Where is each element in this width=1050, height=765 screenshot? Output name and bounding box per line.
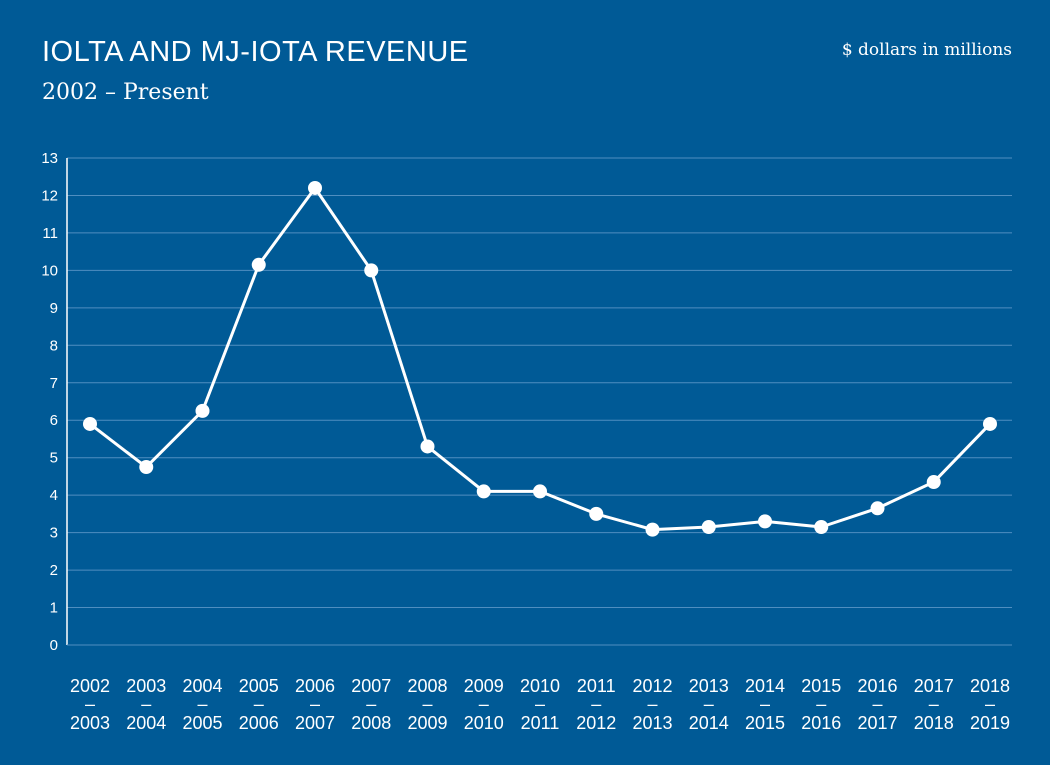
x-tick-label-end: 2005 (182, 713, 222, 733)
x-tick-label-start: 2006 (295, 676, 335, 696)
y-tick-label: 3 (50, 525, 58, 542)
x-tick-label-separator: – (197, 694, 207, 714)
x-tick-label-start: 2017 (914, 676, 954, 696)
x-tick-label-separator: – (985, 694, 995, 714)
x-tick-label-start: 2016 (857, 676, 897, 696)
grid-lines (67, 157, 1012, 609)
data-point (195, 403, 210, 418)
x-tick-label-separator: – (422, 694, 432, 714)
x-tick-label-end: 2014 (689, 713, 729, 733)
series-line (89, 186, 992, 532)
x-tick-label-start: 2005 (239, 676, 279, 696)
x-tick-label-separator: – (479, 694, 489, 714)
x-tick-label-separator: – (704, 694, 714, 714)
data-point (645, 522, 660, 537)
y-tick-label: 13 (41, 150, 58, 167)
data-point (701, 519, 716, 534)
x-tick-label-start: 2011 (577, 676, 616, 696)
x-tick-label-start: 2007 (351, 676, 391, 696)
x-tick-label-end: 2006 (239, 713, 279, 733)
data-point (533, 484, 547, 499)
y-tick-label: 10 (41, 262, 58, 279)
x-tick-label-end: 2008 (351, 713, 391, 733)
data-point (139, 460, 154, 475)
chart-title: IOLTA AND MJ-IOTA REVENUE (42, 36, 469, 68)
x-axis: 2002–20032003–20042004–20052005–20062006… (70, 676, 1010, 733)
x-tick-label-end: 2009 (407, 713, 447, 733)
x-tick-label-separator: – (254, 694, 264, 714)
x-tick-label-start: 2015 (801, 676, 841, 696)
x-tick-label-end: 2019 (970, 713, 1010, 733)
data-point (758, 514, 772, 529)
y-tick-label: 6 (50, 412, 58, 429)
data-point (926, 475, 941, 490)
x-tick-label-end: 2013 (632, 713, 672, 733)
y-tick-label: 9 (50, 300, 58, 317)
data-point (251, 257, 266, 272)
x-tick-label-start: 2003 (126, 676, 166, 696)
y-tick-label: 2 (50, 562, 58, 579)
x-tick-label-end: 2016 (801, 713, 841, 733)
y-tick-label: 12 (41, 187, 58, 204)
x-tick-label-start: 2009 (464, 676, 504, 696)
data-point (983, 416, 997, 431)
x-tick-label-end: 2007 (295, 713, 335, 733)
x-tick-label-separator: – (647, 694, 657, 714)
series-revenue (83, 180, 997, 537)
data-point (83, 416, 97, 431)
x-tick-label-separator: – (366, 694, 376, 714)
data-point (420, 439, 435, 454)
chart-subtitle: 2002 – Present (42, 80, 209, 105)
x-tick-label-separator: – (929, 694, 939, 714)
x-tick-label-end: 2017 (857, 713, 897, 733)
y-tick-label: 1 (50, 600, 58, 617)
data-point (870, 501, 885, 516)
x-tick-label-separator: – (310, 694, 320, 714)
x-tick-label-separator: – (816, 694, 826, 714)
data-point (814, 519, 829, 534)
y-tick-label: 5 (50, 450, 58, 467)
x-tick-label-separator: – (591, 694, 601, 714)
x-tick-label-start: 2018 (970, 676, 1010, 696)
x-tick-label-end: 2003 (70, 713, 110, 733)
y-tick-label: 0 (50, 637, 58, 654)
x-tick-label-separator: – (760, 694, 770, 714)
x-tick-label-separator: – (535, 694, 545, 714)
x-tick-label-end: 2004 (126, 713, 166, 733)
y-tick-label: 4 (50, 487, 58, 504)
y-tick-label: 7 (50, 375, 58, 392)
y-tick-label: 8 (50, 337, 58, 354)
x-tick-label-start: 2002 (70, 676, 110, 696)
x-tick-label-start: 2012 (632, 676, 672, 696)
units-label: $ dollars in millions (841, 40, 1012, 60)
data-point (589, 506, 604, 521)
x-tick-label-separator: – (141, 694, 151, 714)
x-tick-label-separator: – (872, 694, 882, 714)
y-tick-label: 11 (42, 225, 58, 242)
x-tick-label-start: 2004 (182, 676, 222, 696)
x-tick-label-start: 2013 (689, 676, 729, 696)
x-tick-label-start: 2008 (407, 676, 447, 696)
x-tick-label-end: 2011 (521, 713, 560, 733)
x-tick-label-end: 2018 (914, 713, 954, 733)
x-tick-label-end: 2010 (464, 713, 504, 733)
x-tick-label-end: 2015 (745, 713, 785, 733)
x-tick-label-start: 2014 (745, 676, 785, 696)
data-point (364, 263, 379, 278)
x-tick-label-end: 2012 (576, 713, 616, 733)
x-tick-label-separator: – (85, 694, 95, 714)
x-tick-label-start: 2010 (520, 676, 560, 696)
data-point (476, 484, 491, 499)
data-point (308, 180, 322, 195)
